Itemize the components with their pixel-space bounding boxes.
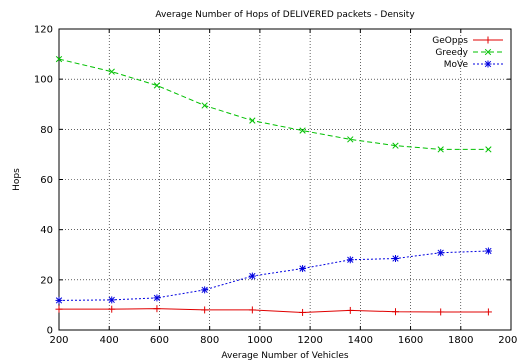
data-point-greedy bbox=[485, 146, 492, 153]
data-point-geopps bbox=[484, 308, 492, 316]
data-point-greedy bbox=[299, 127, 306, 134]
legend-label: MoVe bbox=[444, 60, 469, 70]
data-point-greedy bbox=[347, 136, 354, 143]
grid bbox=[59, 29, 511, 330]
data-point-move bbox=[391, 255, 399, 263]
legend-entry-geopps: GeOpps bbox=[432, 36, 503, 46]
legend-label: Greedy bbox=[435, 48, 468, 58]
legend: GeOpps Greedy MoVe bbox=[432, 36, 503, 70]
chart-title: Average Number of Hops of DELIVERED pack… bbox=[155, 10, 415, 20]
data-point-move bbox=[346, 256, 354, 264]
x-tick-label: 1600 bbox=[398, 335, 423, 346]
x-tick-label: 1400 bbox=[348, 335, 373, 346]
data-point-move bbox=[484, 247, 492, 255]
legend-entry-move: MoVe bbox=[444, 60, 503, 70]
data-point-move bbox=[108, 296, 116, 304]
data-point-move bbox=[153, 294, 161, 302]
legend-entry-greedy: Greedy bbox=[435, 48, 503, 58]
y-tick-label: 120 bbox=[34, 25, 53, 36]
x-tick-label: 800 bbox=[200, 335, 219, 346]
y-tick-label: 60 bbox=[40, 175, 53, 186]
data-point-geopps bbox=[108, 305, 116, 313]
data-point-greedy bbox=[55, 55, 63, 63]
y-tick-label: 80 bbox=[40, 125, 53, 136]
data-point-greedy bbox=[437, 146, 444, 153]
y-tick-label: 20 bbox=[40, 275, 53, 286]
series bbox=[55, 55, 492, 316]
x-tick-label: 200 bbox=[49, 335, 68, 346]
series-move bbox=[55, 247, 492, 304]
series-geopps bbox=[55, 305, 492, 316]
y-tick-label: 100 bbox=[34, 75, 53, 86]
legend-label: GeOpps bbox=[432, 36, 468, 46]
data-point-move bbox=[248, 272, 256, 280]
legend-marker bbox=[484, 36, 492, 44]
data-point-geopps bbox=[391, 308, 399, 316]
x-tick-label: 400 bbox=[100, 335, 119, 346]
data-point-geopps bbox=[201, 306, 209, 314]
x-tick-label: 1000 bbox=[247, 335, 272, 346]
data-point-greedy bbox=[392, 142, 399, 149]
data-point-geopps bbox=[55, 305, 63, 313]
x-tick-label: 600 bbox=[150, 335, 169, 346]
data-point-move bbox=[201, 286, 209, 294]
data-point-geopps bbox=[437, 308, 445, 316]
legend-marker bbox=[484, 60, 492, 68]
data-point-geopps bbox=[346, 306, 354, 314]
x-tick-label: 1200 bbox=[297, 335, 322, 346]
data-point-greedy bbox=[108, 68, 115, 75]
data-point-greedy bbox=[153, 82, 161, 89]
data-point-geopps bbox=[248, 306, 256, 314]
legend-marker bbox=[484, 48, 492, 56]
data-point-geopps bbox=[299, 308, 307, 316]
series-line-greedy bbox=[58, 58, 489, 150]
series-greedy bbox=[55, 55, 492, 153]
x-axis-label: Average Number of Vehicles bbox=[221, 351, 349, 361]
y-tick-label: 0 bbox=[47, 326, 53, 337]
series-line-geopps bbox=[59, 308, 489, 313]
data-point-move bbox=[437, 249, 445, 257]
data-point-greedy bbox=[201, 102, 208, 109]
data-point-greedy bbox=[249, 117, 256, 124]
y-axis-label: Hops bbox=[12, 168, 22, 191]
x-tick-label: 1800 bbox=[448, 335, 473, 346]
data-point-geopps bbox=[153, 305, 161, 313]
data-point-move bbox=[55, 296, 63, 304]
data-point-move bbox=[299, 265, 307, 273]
y-tick-label: 40 bbox=[40, 225, 53, 236]
series-line-move bbox=[58, 250, 489, 301]
